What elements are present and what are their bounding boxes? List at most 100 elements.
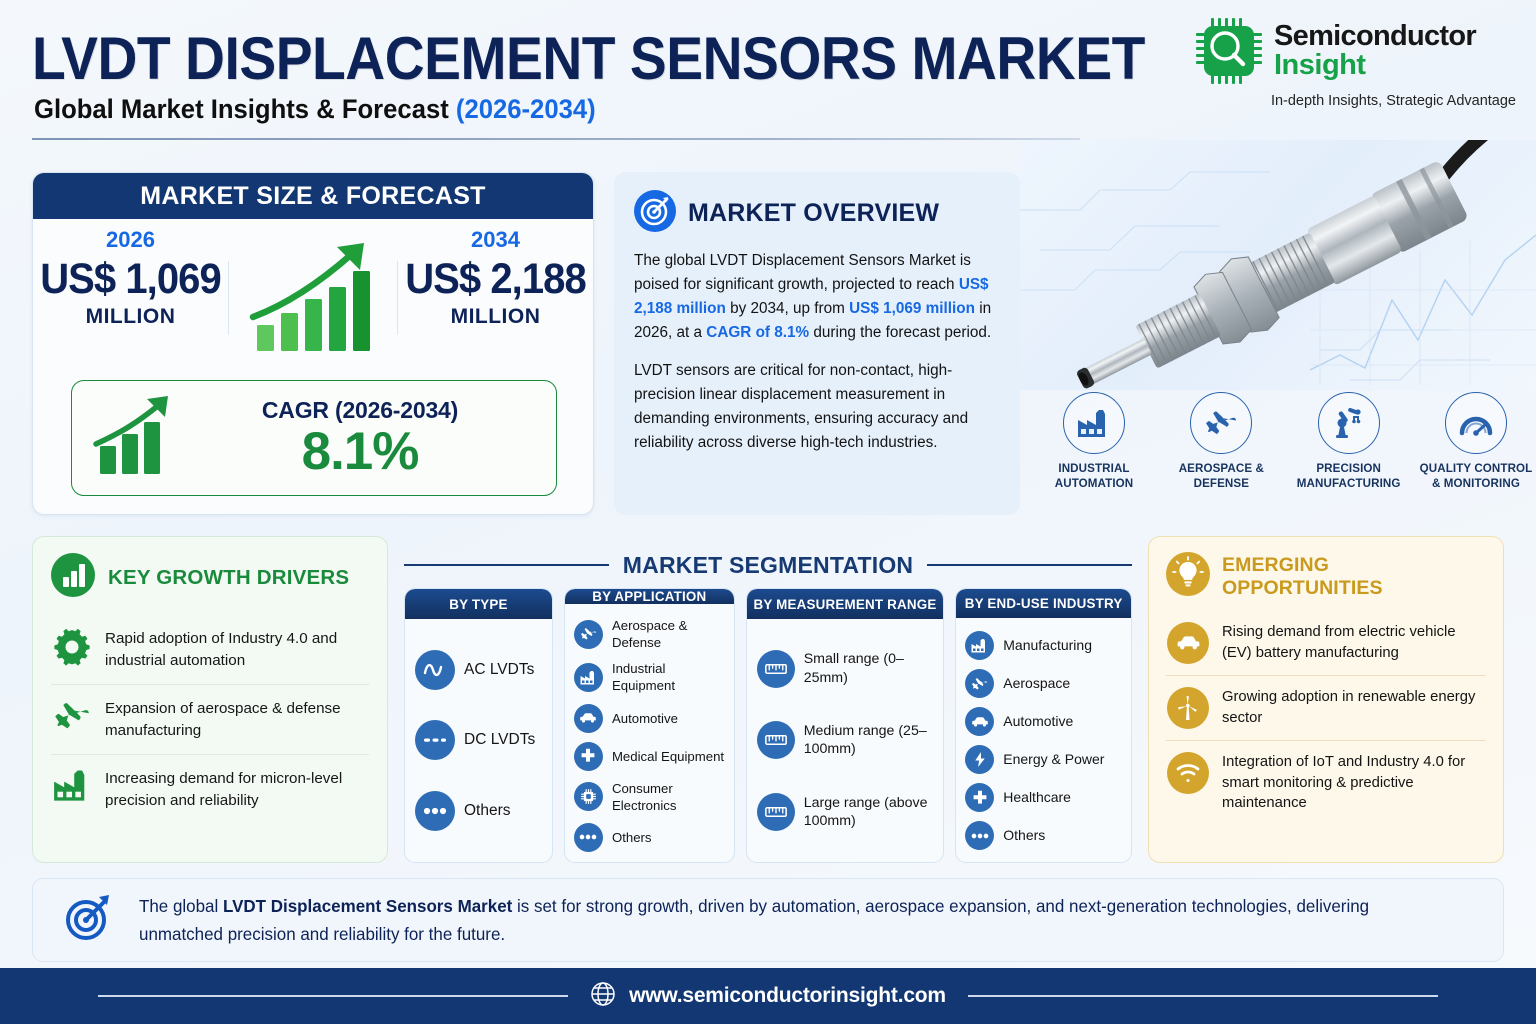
ov-p1b: by 2034, up from (725, 300, 850, 318)
opportunity-text: Rising demand from electric vehicle (EV)… (1222, 624, 1456, 661)
wind-turbine-icon (1167, 687, 1209, 729)
bar-chart-icon (51, 553, 95, 602)
opportunity-text: Growing adoption in renewable energy sec… (1222, 689, 1476, 726)
base-value: US$ 1,069 (40, 255, 222, 303)
forecast-value: US$ 2,188 (405, 255, 587, 303)
market-size-header: MARKET SIZE & FORECAST (33, 173, 593, 219)
segment-label: Automotive (611, 710, 678, 726)
segment-item: Medical Equipment (573, 741, 725, 771)
factory-icon (1063, 392, 1125, 454)
segment-item: Manufacturing (965, 631, 1122, 660)
page-footer: www.semiconductorinsight.com (0, 968, 1536, 1024)
segment-label: Aerospace & Defense (611, 618, 688, 651)
segment-label: Consumer Electronics (611, 780, 677, 813)
segment-item: Others (573, 822, 725, 852)
driver-text: Increasing demand for micron-level preci… (105, 770, 343, 809)
app-label: INDUSTRIAL AUTOMATION (1054, 462, 1134, 490)
segmentation-column-by-end-use-industry: BY END-USE INDUSTRY Manufacturing Aerosp… (955, 588, 1132, 863)
opportunity-item: Growing adoption in renewable energy sec… (1166, 675, 1486, 740)
summary-text: The global LVDT Displacement Sensors Mar… (139, 892, 1435, 949)
segmentation-columns: BY TYPE AC LVDTs DC LVDTs (404, 588, 1132, 863)
ruler-icon (756, 721, 795, 760)
app-icon-precision-manufacturing: PRECISION MANUFACTURING (1290, 392, 1408, 512)
segment-label: Small range (0–25mm) (803, 651, 904, 686)
factory-icon (573, 662, 603, 692)
medical-cross-icon (965, 783, 995, 812)
cagr-chart-icon (86, 390, 178, 487)
factory-icon (53, 768, 91, 807)
cagr-box: CAGR (2026-2034) 8.1% (71, 380, 557, 496)
footer-rule-right (967, 995, 1438, 997)
ov-p1d: during the forecast period. (809, 324, 992, 342)
base-year: 2026 (106, 227, 155, 252)
ov-hl-cagr: CAGR of 8.1% (706, 324, 810, 342)
segment-label: Manufacturing (1003, 637, 1092, 654)
wifi-icon (1167, 752, 1209, 794)
segment-label: Healthcare (1003, 789, 1071, 806)
segment-item: Industrial Equipment (573, 660, 725, 694)
medical-cross-icon (573, 741, 603, 771)
key-growth-drivers-panel: KEY GROWTH DRIVERS Rapid adoption of Ind… (32, 536, 388, 863)
summary-text-b: is set for strong growth, driven by auto… (139, 895, 1370, 944)
segment-item: Healthcare (965, 783, 1122, 812)
segmentation-column-by-type: BY TYPE AC LVDTs DC LVDTs (404, 588, 553, 863)
airplane-icon (53, 698, 91, 739)
ov-p1a: The global LVDT Displacement Sensors Mar… (634, 252, 971, 294)
segment-item: Aerospace (965, 669, 1122, 698)
footer-website[interactable]: www.semiconductorinsight.com (590, 981, 946, 1012)
segment-label: Aerospace (1003, 675, 1071, 692)
column-header: BY TYPE (405, 589, 552, 619)
ruler-icon (756, 649, 795, 688)
page-header: LVDT DISPLACEMENT SENSORS MARKET Global … (0, 0, 1536, 148)
segment-item: Others (415, 790, 542, 831)
logo-text-line2: Insight (1274, 49, 1366, 81)
target-icon (634, 190, 676, 237)
application-icons-row: INDUSTRIAL AUTOMATION AEROSPACE & DEFENS… (1035, 392, 1535, 512)
app-icon-industrial-automation: INDUSTRIAL AUTOMATION (1035, 392, 1153, 512)
ruler-icon (756, 793, 795, 832)
base-year-block: 2026 US$ 1,069 MILLION (33, 227, 228, 329)
footer-url[interactable]: www.semiconductorinsight.com (629, 984, 946, 1007)
brand-logo: Semiconductor Insight In-depth Insights,… (1196, 18, 1516, 130)
sine-wave-icon (415, 650, 455, 691)
car-icon (573, 703, 603, 733)
segment-item: Aerospace & Defense (573, 617, 725, 651)
segment-label: Medical Equipment (611, 748, 725, 764)
bolt-icon (965, 745, 995, 774)
factory-icon (965, 631, 995, 660)
driver-item: Increasing demand for micron-level preci… (51, 754, 369, 824)
overview-paragraph-2: LVDT sensors are critical for non-contac… (634, 361, 969, 452)
segmentation-column-by-measurement-range: BY MEASUREMENT RANGE Small range (0–25mm… (745, 588, 945, 863)
market-size-panel: MARKET SIZE & FORECAST 2026 US$ 1,069 MI… (32, 172, 594, 515)
segment-label: DC LVDTs (464, 731, 536, 749)
opportunity-text: Integration of IoT and Industry 4.0 for … (1222, 754, 1466, 812)
column-header: BY MEASUREMENT RANGE (746, 589, 944, 619)
dashed-line-icon (415, 720, 455, 761)
cagr-label: CAGR (2026-2034) (261, 396, 459, 423)
segment-item: Energy & Power (965, 745, 1122, 774)
ov-p1c: in 2026, at a (634, 300, 992, 342)
app-label: QUALITY CONTROL & MONITORING (1419, 462, 1533, 490)
target-icon (61, 892, 113, 949)
airplane-icon (965, 669, 995, 698)
segment-item: Others (965, 821, 1122, 850)
segment-label: Others (464, 801, 511, 819)
segmentation-header: MARKET SEGMENTATION (404, 548, 1132, 582)
gear-icon (53, 628, 91, 671)
summary-text-a: The global (139, 895, 223, 916)
driver-text: Expansion of aerospace & defense manufac… (105, 700, 341, 739)
growth-chart-icon (228, 227, 398, 357)
lvdt-sensor-product-image (1020, 140, 1536, 390)
chip-logo-icon (1196, 18, 1262, 84)
segment-item: Automotive (573, 703, 725, 733)
market-overview-header: MARKET OVERVIEW (634, 190, 1000, 237)
base-unit: MILLION (85, 305, 176, 328)
forecast-year-block: 2034 US$ 2,188 MILLION (398, 227, 593, 329)
segmentation-rule-right (927, 564, 1132, 566)
driver-item: Rapid adoption of Industry 4.0 and indus… (51, 615, 369, 684)
segment-item: AC LVDTs (415, 650, 542, 691)
driver-item: Expansion of aerospace & defense manufac… (51, 684, 369, 754)
segment-label: Energy & Power (1003, 751, 1105, 768)
airplane-icon (573, 619, 603, 649)
market-size-values: 2026 US$ 1,069 MILLION 2034 US$ 2,188 MI… (33, 219, 593, 369)
